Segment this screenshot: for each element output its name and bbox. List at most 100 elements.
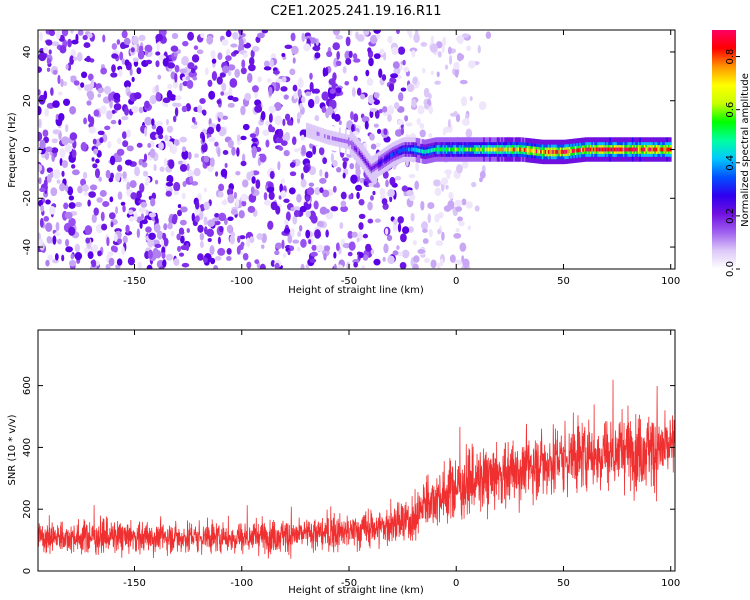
spectrogram-noise-blob [207,79,213,87]
spectrogram-noise-blob [347,230,354,239]
spectrogram-noise-blob [368,182,374,187]
spectrogram-noise-blob [70,253,75,260]
spectrogram-noise-blob [352,53,358,60]
spectrogram-signal-cell [439,147,442,152]
spectrogram-noise-blob [455,227,460,233]
spectrogram-noise-blob [159,166,165,172]
spectrogram-noise-blob [156,230,164,240]
spectrogram-noise-blob [377,128,382,134]
spectrogram-signal-cell [657,147,660,152]
spectrogram-noise-blob [467,225,472,231]
spectrogram-noise-blob [325,229,329,238]
spectrogram-noise-blob [217,191,224,198]
spectrogram-noise-blob [50,187,58,197]
spectrogram-noise-blob [91,259,97,268]
spectrogram-noise-blob [433,179,441,187]
spectrogram-signal-cell [363,157,366,162]
spectrogram-noise-blob [465,128,473,139]
spectrogram-noise-blob [239,235,246,240]
spectrogram-noise-blob [160,239,165,247]
spectrogram-signal-cell [372,165,375,170]
spectrogram-signal-cell [466,147,469,152]
spectrogram-noise-blob [259,263,266,269]
spectrogram-noise-blob [67,38,72,48]
spectrogram-noise-blob [171,32,179,40]
spectrogram-noise-blob [67,186,74,196]
spectrogram-noise-blob [290,207,295,212]
spectrogram-noise-blob [305,196,310,201]
spectrogram-signal-cell [658,147,662,152]
spectrogram-noise-blob [294,148,299,153]
spectrogram-noise-blob [38,52,47,62]
spectrogram-noise-blob [230,231,236,238]
spectrogram-noise-blob [91,244,98,253]
spectrogram-signal-cell [381,159,384,164]
spectrogram-noise-blob [226,224,233,233]
spectrogram-noise-blob [131,105,140,113]
spectrogram-noise-blob [263,66,272,71]
spectrogram-noise-blob [461,255,465,263]
spectrogram-noise-blob [268,86,273,97]
snr-frame [37,329,676,572]
spectrogram-signal-cell [648,147,651,152]
spectrogram-noise-blob [57,74,61,85]
spectrogram-noise-blob [42,129,49,137]
spectrogram-noise-blob [305,210,311,218]
spectrogram-noise-blob [48,49,52,55]
spectrogram-signal-cell [346,139,349,144]
spectrogram-signal-cell [432,148,435,153]
spectrogram-noise-blob [417,249,426,254]
spectrogram-noise-blob [225,55,232,62]
spectrogram-signal-cell [399,149,402,154]
spectrogram-noise-blob [281,52,286,58]
spectrogram-noise-blob [138,158,143,166]
spectrogram-noise-blob [267,220,274,230]
spectrogram-noise-blob [461,118,470,126]
spectrogram-signal-cell [526,148,529,153]
spectrogram-noise-blob [162,97,171,104]
spectrogram-noise-blob [39,139,46,150]
spectrogram-noise-blob [399,261,407,269]
spectrogram-noise-blob [392,223,398,232]
spectrogram-noise-blob [437,51,442,58]
spectrogram-noise-blob [235,170,241,176]
spectrogram-signal-cell [588,147,591,152]
spectrogram-noise-blob [61,254,65,262]
spectrogram-signal-cell [663,147,666,152]
spectrogram-noise-blob [427,213,431,224]
spectrogram-noise-blob [222,149,229,155]
spectrogram-noise-blob [98,176,102,182]
spectrogram-noise-blob [190,124,198,129]
spectrogram-noise-blob [162,233,167,241]
spectrogram-signal-cell [639,147,642,152]
spectrogram-noise-blob [334,113,341,122]
spectrogram-noise-blob [358,222,364,230]
spectrogram-noise-blob [163,157,168,167]
spectrogram-noise-blob [84,225,93,235]
spectrogram-signal-cell [333,136,336,141]
spectrogram-noise-blob [167,84,173,90]
spectrogram-signal-cell [433,147,436,152]
spectrogram-signal-cell [510,147,513,152]
spectrogram-noise-blob [55,113,60,120]
spectrogram-signal-cell [406,147,409,152]
spectrogram-noise-blob [242,252,249,261]
spectrogram-noise-blob [442,128,446,136]
spectrogram-noise-blob [459,79,468,85]
spectrogram-noise-blob [406,30,412,36]
spectrogram-noise-blob [397,216,404,224]
spectrogram-signal-cell [379,160,382,165]
spectrogram-noise-blob [44,107,49,117]
spectrogram-signal-cell [621,147,624,152]
spectrogram-signal-cell [535,149,539,154]
spectrogram-noise-blob [310,251,318,257]
spectrogram-noise-blob [278,195,282,200]
spectrogram-noise-blob [444,169,453,175]
spectrogram-noise-blob [342,160,347,170]
spectrogram-noise-blob [344,81,350,86]
spectrogram-noise-blob [97,250,102,257]
spectrogram-noise-blob [194,215,200,223]
spectrogram-noise-blob [283,227,291,234]
spectrogram-noise-blob [166,89,173,100]
spectrogram-noise-blob [215,171,219,177]
